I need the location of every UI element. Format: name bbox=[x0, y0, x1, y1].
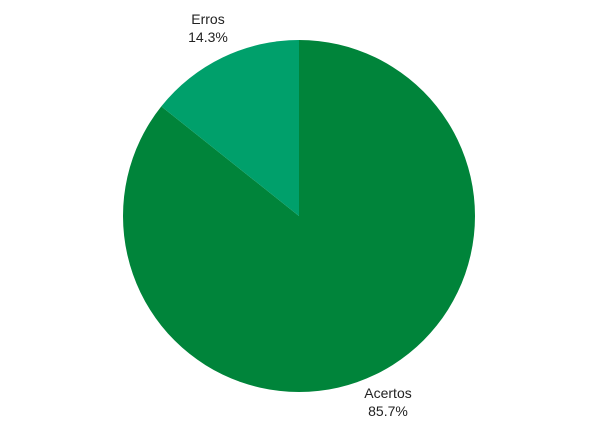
pie-slice-erros bbox=[161, 40, 299, 216]
pie-slice-acertos bbox=[123, 40, 476, 393]
slice-value-acertos: 85.7% bbox=[368, 403, 408, 419]
slice-value-erros: 14.3% bbox=[188, 29, 228, 45]
slice-label-acertos: Acertos bbox=[364, 385, 411, 401]
slice-label-erros: Erros bbox=[191, 11, 224, 27]
pie-slices bbox=[123, 40, 476, 393]
pie-labels: Acertos 85.7% Erros 14.3% bbox=[188, 11, 412, 419]
